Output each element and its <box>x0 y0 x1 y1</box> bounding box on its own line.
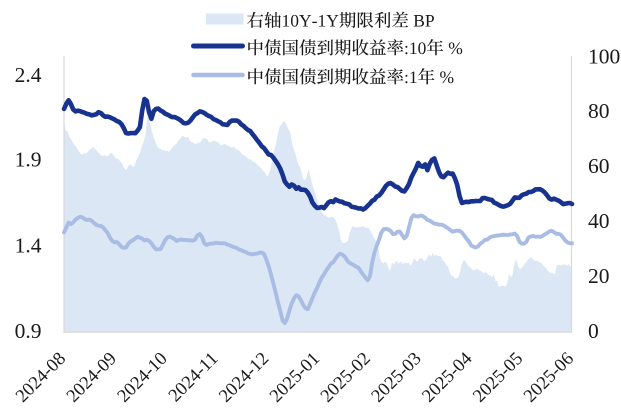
svg-text:100: 100 <box>588 44 620 68</box>
svg-text:80: 80 <box>588 99 610 123</box>
svg-text:1.9: 1.9 <box>15 147 42 171</box>
svg-text:0.9: 0.9 <box>15 319 42 343</box>
svg-text:20: 20 <box>588 264 610 288</box>
svg-text:40: 40 <box>588 209 610 233</box>
svg-text:1.4: 1.4 <box>15 233 42 257</box>
svg-text:60: 60 <box>588 154 610 178</box>
svg-text:0: 0 <box>588 319 599 343</box>
svg-text:2.4: 2.4 <box>15 63 42 87</box>
